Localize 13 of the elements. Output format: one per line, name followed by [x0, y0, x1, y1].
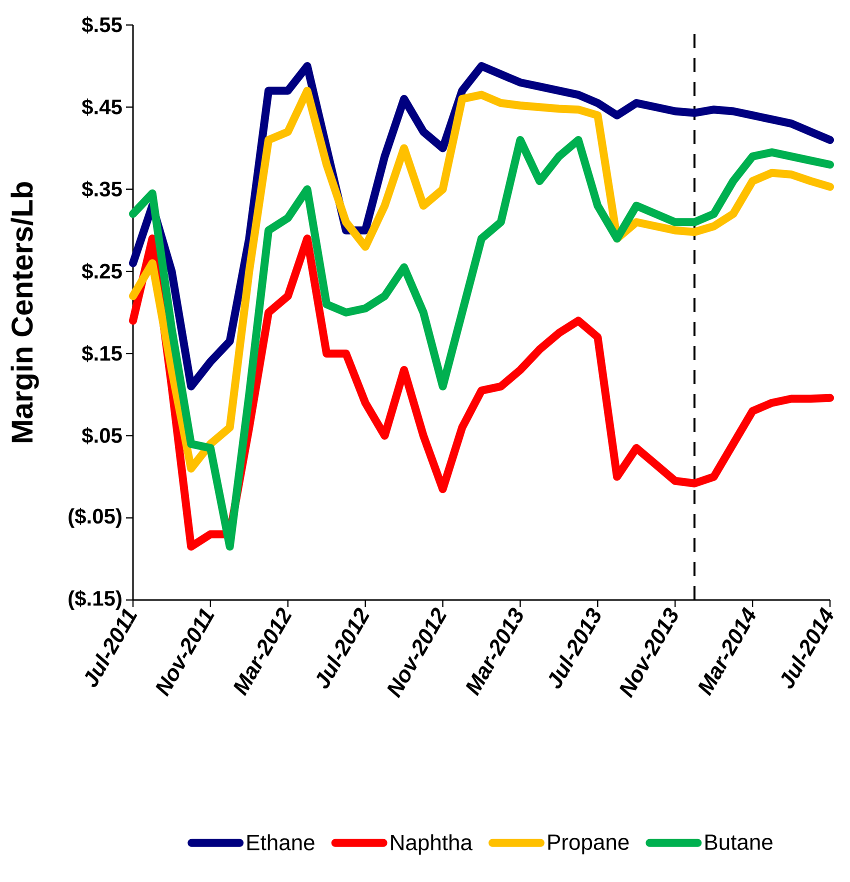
y-tick-label: $.35 [82, 180, 122, 198]
y-tick-label: $.15 [82, 344, 122, 362]
y-tick-label: $.05 [82, 427, 122, 444]
y-tick-label: ($.05) [68, 508, 122, 528]
legend-label: Ethane [247, 834, 314, 850]
legend-label: Naphtha [391, 834, 472, 855]
y-tick-label: $.25 [82, 262, 122, 280]
y-tick-label: $.55 [82, 16, 122, 34]
y-tick-label: $.45 [82, 98, 122, 116]
y-axis-title: Margin Centers/Lb [10, 182, 39, 442]
legend-label: Butane [705, 834, 772, 850]
legend-label: Propane [548, 834, 629, 854]
y-tick-label: ($.15) [68, 590, 122, 610]
